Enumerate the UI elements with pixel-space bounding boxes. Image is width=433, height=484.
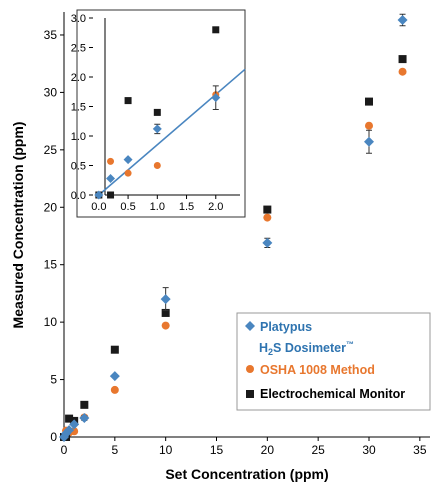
main-x-tick-label: 20 bbox=[261, 443, 275, 457]
inset-platypus-point bbox=[123, 155, 133, 165]
inset-osha-point bbox=[107, 157, 115, 165]
main-y-tick-label: 5 bbox=[50, 373, 57, 387]
inset-electro-point bbox=[212, 26, 220, 34]
inset-y-tick-label: 0.5 bbox=[71, 161, 86, 173]
main-electro-point bbox=[263, 205, 272, 214]
main-osha-point bbox=[365, 121, 373, 130]
inset-electro-point bbox=[107, 191, 115, 199]
main-x-tick-label: 25 bbox=[311, 443, 325, 457]
main-osha-point bbox=[263, 213, 272, 222]
legend-osha-marker bbox=[246, 365, 254, 373]
main-platypus-point bbox=[397, 15, 408, 26]
inset-trendline bbox=[98, 68, 246, 196]
main-platypus-point bbox=[109, 371, 120, 382]
main-y-ticks: 0 5 10 15 20 25 30 35 bbox=[44, 28, 64, 444]
inset-y-tick-label: 2.5 bbox=[71, 43, 86, 55]
main-y-tick-label: 10 bbox=[44, 315, 58, 329]
inset-data-marks bbox=[94, 26, 246, 200]
inset-axes bbox=[104, 18, 240, 196]
main-y-tick-label: 25 bbox=[44, 143, 58, 157]
inset-osha-point bbox=[124, 169, 132, 177]
main-electro-point bbox=[161, 308, 170, 317]
inset-platypus-point bbox=[211, 93, 221, 103]
main-x-ticks: 0 5 10 15 20 25 30 35 bbox=[61, 437, 427, 457]
main-data-marks bbox=[59, 13, 408, 442]
main-electro-point bbox=[398, 55, 407, 64]
main-electro-point bbox=[110, 345, 119, 354]
inset-x-ticks: 0.0 0.5 1.0 1.5 2.0 bbox=[91, 195, 223, 213]
inset-frame bbox=[76, 9, 246, 218]
inset-y-tick-label: 2.0 bbox=[71, 72, 86, 84]
main-x-tick-label: 30 bbox=[362, 443, 376, 457]
legend-platypus-label: Platypus bbox=[260, 320, 312, 334]
main-electro-point bbox=[80, 400, 89, 409]
main-x-tick-label: 5 bbox=[111, 443, 118, 457]
inset-electro-point bbox=[124, 97, 132, 105]
main-y-tick-label: 0 bbox=[50, 430, 57, 444]
inset-x-tick-label: 1.0 bbox=[150, 201, 165, 213]
legend-trademark: ™ bbox=[346, 340, 354, 349]
main-y-tick-label: 35 bbox=[44, 28, 58, 42]
main-electro-point bbox=[65, 414, 74, 423]
legend-platypus-marker bbox=[245, 321, 255, 331]
legend-osha-label: OSHA 1008 Method bbox=[260, 363, 375, 377]
main-y-tick-label: 20 bbox=[44, 200, 58, 214]
main-electro-point bbox=[365, 97, 373, 106]
inset-electro-point bbox=[153, 108, 161, 116]
legend-box bbox=[236, 312, 431, 411]
inset-y-tick-label: 3.0 bbox=[71, 13, 86, 25]
inset-y-tick-label: 0.0 bbox=[71, 190, 86, 202]
inset-x-tick-label: 0.5 bbox=[120, 201, 135, 213]
inset-x-tick-label: 1.5 bbox=[179, 201, 194, 213]
inset-x-tick-label: 2.0 bbox=[208, 201, 223, 213]
main-platypus-point bbox=[160, 294, 171, 305]
legend-electro-label: Electrochemical Monitor bbox=[260, 387, 405, 401]
main-x-tick-label: 0 bbox=[61, 443, 68, 457]
main-platypus-point bbox=[64, 425, 75, 436]
inset-x-tick-label: 0.0 bbox=[91, 201, 106, 213]
main-platypus-point bbox=[364, 136, 374, 147]
y-axis-title: Measured Concentration (ppm) bbox=[10, 122, 26, 329]
main-y-tick-label: 30 bbox=[44, 85, 58, 99]
main-platypus-point bbox=[79, 413, 90, 424]
inset-y-ticks: 0.0 0.5 1.0 1.5 2.0 2.5 3.0 bbox=[71, 13, 93, 202]
legend-s-dosimeter: S Dosimeter bbox=[273, 341, 346, 355]
x-axis-title: Set Concentration (ppm) bbox=[165, 466, 328, 482]
legend-h: H bbox=[259, 341, 268, 355]
inset-platypus-point bbox=[152, 124, 162, 134]
inset-y-tick-label: 1.5 bbox=[71, 102, 86, 114]
main-osha-point bbox=[161, 321, 170, 330]
inset-osha-point bbox=[153, 162, 161, 169]
legend-platypus-label-line2: H2S Dosimeter™ bbox=[259, 340, 354, 357]
legend: Platypus H2S Dosimeter™ OSHA 1008 Method… bbox=[236, 312, 431, 411]
main-platypus-point bbox=[69, 419, 80, 430]
inset-y-tick-label: 1.0 bbox=[71, 131, 86, 143]
main-platypus-point bbox=[262, 237, 273, 248]
main-y-tick-label: 15 bbox=[44, 258, 58, 272]
main-osha-point bbox=[110, 385, 119, 394]
main-x-tick-label: 35 bbox=[413, 443, 427, 457]
inset-platypus-point bbox=[106, 173, 116, 183]
main-x-tick-label: 15 bbox=[210, 443, 224, 457]
legend-electro-marker bbox=[246, 390, 254, 398]
main-osha-point bbox=[398, 67, 407, 76]
main-x-tick-label: 10 bbox=[159, 443, 173, 457]
inset-platypus-point bbox=[94, 190, 104, 200]
legend-subscript-2: 2 bbox=[268, 347, 273, 357]
